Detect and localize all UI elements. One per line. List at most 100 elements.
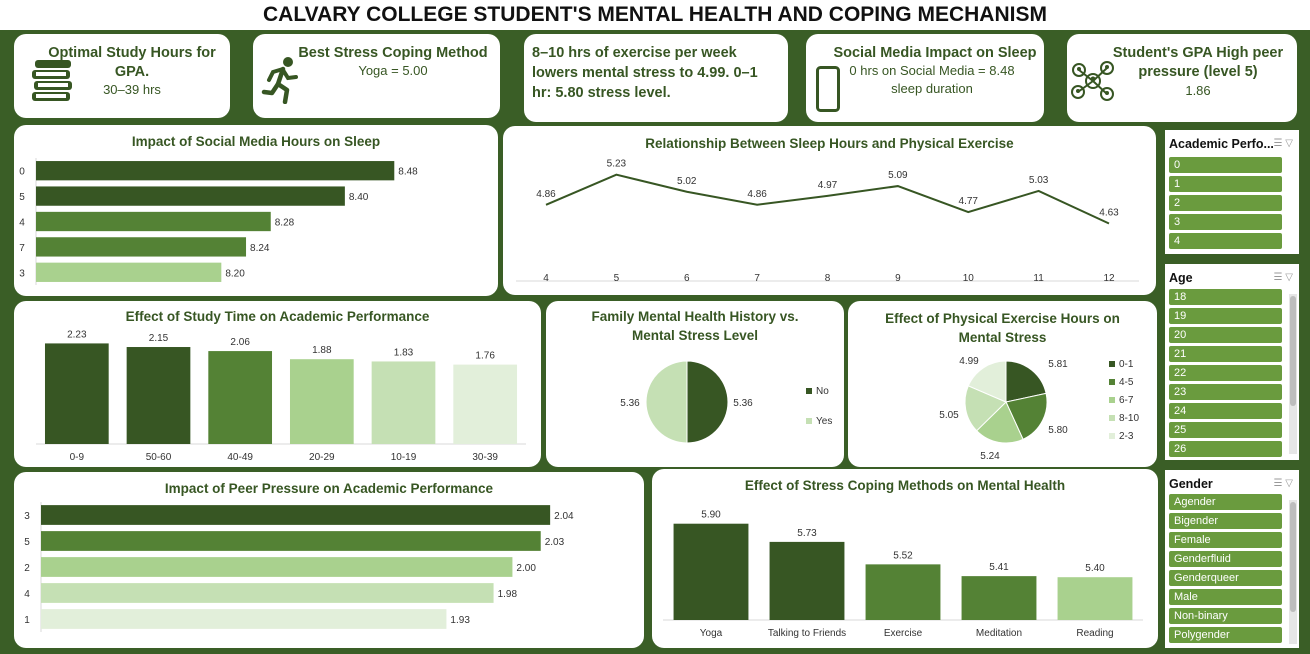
- clear-filter-icon[interactable]: ▽: [1285, 138, 1293, 149]
- data-label: 1.76: [475, 351, 495, 362]
- slicer-item[interactable]: 1: [1169, 176, 1282, 192]
- category-label: 6: [684, 273, 690, 284]
- slicer-item[interactable]: 19: [1169, 308, 1282, 324]
- category-label: 7: [754, 273, 760, 284]
- slicer-age: Age ☰ ▽ 18 19 20 21 22 23 24 25 26: [1165, 264, 1299, 460]
- data-label: 5.73: [797, 528, 817, 539]
- slicer-item[interactable]: 18: [1169, 289, 1282, 305]
- data-label: 5.36: [620, 398, 640, 409]
- chart-card-social-sleep: Impact of Social Media Hours on Sleep 0 8…: [14, 125, 498, 296]
- pie-slice: [976, 401, 1024, 444]
- legend-swatch: [806, 418, 812, 424]
- slicer-item[interactable]: 22: [1169, 365, 1282, 381]
- data-label: 5.02: [677, 176, 697, 187]
- data-label: 5.81: [1048, 359, 1068, 370]
- series-line: [545, 173, 1110, 225]
- slicer-item[interactable]: 4: [1169, 233, 1282, 249]
- data-label: 8.28: [275, 218, 295, 229]
- slicer-item[interactable]: Female: [1169, 532, 1282, 548]
- chart-title-study-academic: Effect of Study Time on Academic Perform…: [125, 309, 430, 324]
- slicer-item[interactable]: 3: [1169, 214, 1282, 230]
- slicer-gender-scroll-thumb[interactable]: [1290, 502, 1296, 612]
- category-label: 10: [963, 273, 975, 284]
- slicer-item[interactable]: Polygender: [1169, 627, 1282, 643]
- kpi-study-hours-value: 30–39 hrs: [103, 82, 161, 97]
- slicer-age-scroll-thumb[interactable]: [1290, 296, 1296, 406]
- slicer-item[interactable]: 23: [1169, 384, 1282, 400]
- multi-select-icon[interactable]: ☰: [1273, 272, 1283, 283]
- slicer-item[interactable]: Male: [1169, 589, 1282, 605]
- category-label: Reading: [1076, 628, 1113, 639]
- kpi-card-exercise-stress: 8–10 hrs of exercise per week lowers men…: [524, 34, 788, 122]
- legend-label: 4-5: [1119, 377, 1134, 388]
- slicer-age-title: Age: [1169, 271, 1193, 285]
- slicer-item[interactable]: 2: [1169, 195, 1282, 211]
- slicer-item[interactable]: Agender: [1169, 494, 1282, 510]
- pie-slice: [1005, 360, 1047, 403]
- legend-swatch: [1109, 379, 1115, 385]
- multi-select-icon[interactable]: ☰: [1273, 478, 1283, 489]
- kpi-study-hours-title: Optimal Study Hours for GPA.: [48, 45, 216, 80]
- data-label: 2.00: [516, 563, 536, 574]
- data-label: 8.24: [250, 243, 270, 254]
- data-label: 2.03: [545, 537, 565, 548]
- chart-social-sleep: 0 8.48 5 8.40 4 8.28 7 8.24 3 8.20: [19, 158, 418, 285]
- slicer-item[interactable]: 26: [1169, 441, 1282, 457]
- books-icon: [32, 60, 72, 101]
- slicer-item[interactable]: Bigender: [1169, 513, 1282, 529]
- slicer-item[interactable]: Genderfluid: [1169, 551, 1282, 567]
- category-label: 2: [24, 563, 30, 574]
- bar: [41, 557, 513, 577]
- chart-card-study-academic: Effect of Study Time on Academic Perform…: [14, 301, 541, 467]
- kpi-social-title: Social Media Impact on Sleep: [833, 45, 1037, 61]
- kpi-peer-value: 1.86: [1185, 83, 1211, 98]
- data-label: 1.98: [498, 589, 518, 600]
- category-label: 20-29: [309, 452, 335, 463]
- category-label: 7: [19, 243, 25, 254]
- kpi-exercise-text: 8–10 hrs of exercise per week lowers men…: [532, 45, 758, 101]
- data-label: 4.63: [1099, 207, 1119, 218]
- slicer-age-scrollbar[interactable]: [1289, 294, 1297, 454]
- clear-filter-icon[interactable]: ▽: [1285, 478, 1293, 489]
- category-label: 0-9: [70, 452, 85, 463]
- legend-swatch: [806, 388, 812, 394]
- bar: [208, 351, 273, 444]
- legend-label: No: [816, 386, 829, 397]
- kpi-coping-title: Best Stress Coping Method: [298, 45, 488, 61]
- slicer-item[interactable]: 20: [1169, 327, 1282, 343]
- pie-slice: [1005, 392, 1048, 440]
- category-label: 9: [895, 273, 901, 284]
- bar: [41, 531, 541, 551]
- clear-filter-icon[interactable]: ▽: [1285, 272, 1293, 283]
- multi-select-icon[interactable]: ☰: [1273, 138, 1283, 149]
- bar: [41, 583, 494, 603]
- category-label: 50-60: [146, 452, 172, 463]
- bar: [36, 211, 271, 232]
- bar: [371, 361, 436, 444]
- data-label: 4.86: [747, 189, 767, 200]
- slicer-item[interactable]: Genderqueer: [1169, 570, 1282, 586]
- category-label: 0: [19, 167, 25, 178]
- slicer-item[interactable]: 21: [1169, 346, 1282, 362]
- slicer-item[interactable]: 0: [1169, 157, 1282, 173]
- legend-swatch: [1109, 433, 1115, 439]
- slicer-item[interactable]: Non-binary: [1169, 608, 1282, 624]
- page-title: CALVARY COLLEGE STUDENT'S MENTAL HEALTH …: [0, 0, 1310, 30]
- slicer-gender-scrollbar[interactable]: [1289, 500, 1297, 644]
- data-label: 5.24: [980, 451, 1000, 462]
- data-label: 1.93: [450, 615, 470, 626]
- bar: [44, 343, 109, 444]
- chart-card-peer-academic: Impact of Peer Pressure on Academic Perf…: [14, 472, 644, 648]
- chart-sleep-exercise: 4.86 4 5.23 5 5.02 6 4.86 7 4.97 8 5.09 9 4.77 10 5.03…: [516, 159, 1139, 284]
- kpi-social-value: 0 hrs on Social Media = 8.48 sleep durat…: [849, 63, 1015, 96]
- data-label: 8.48: [398, 167, 418, 178]
- data-label: 5.80: [1048, 425, 1068, 436]
- data-label: 1.83: [394, 347, 414, 358]
- slicer-item[interactable]: 25: [1169, 422, 1282, 438]
- slicer-item[interactable]: 24: [1169, 403, 1282, 419]
- bar: [865, 564, 941, 620]
- data-label: 1.88: [312, 345, 332, 356]
- kpi-coping-value: Yoga = 5.00: [358, 63, 428, 78]
- legend-label: 0-1: [1119, 359, 1134, 370]
- data-label: 2.23: [67, 329, 87, 340]
